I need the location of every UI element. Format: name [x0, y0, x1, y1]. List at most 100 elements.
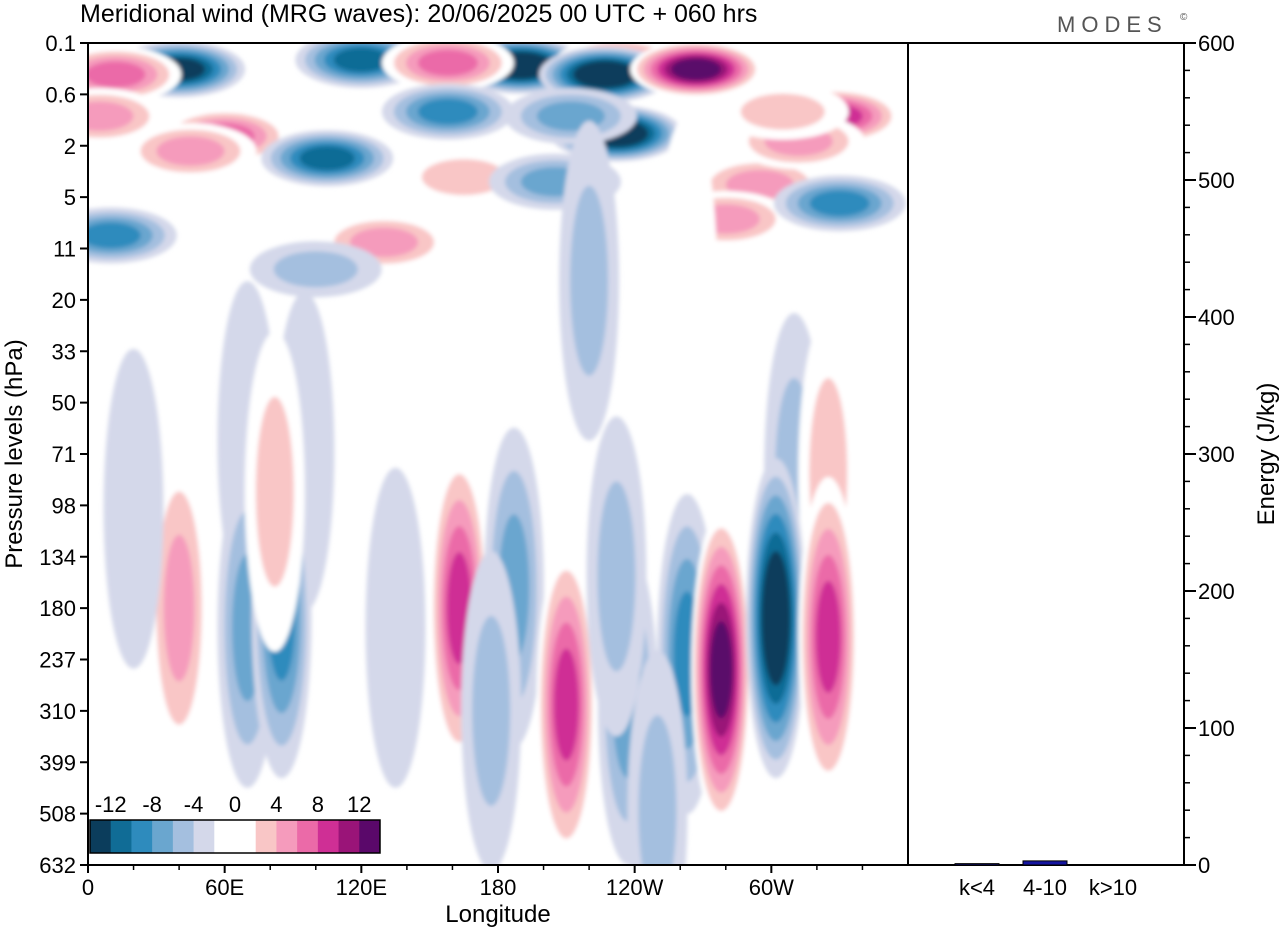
y-axis-label: Pressure levels (hPa)	[1, 339, 28, 568]
anomaly-contour	[163, 534, 195, 682]
heatmap-field	[88, 43, 908, 865]
anomaly-contour	[333, 47, 389, 72]
anomaly-contour	[570, 185, 609, 376]
colorbar-swatch	[297, 820, 319, 853]
anomaly-contour	[638, 715, 677, 865]
longitude-tick-label: 60W	[749, 875, 794, 900]
anomaly-contour	[815, 580, 841, 693]
wavenumber-label: k<4	[959, 875, 995, 900]
longitude-tick-label: 120W	[606, 875, 664, 900]
energy-tick-label: 400	[1198, 305, 1235, 330]
anomaly-contour	[417, 49, 478, 76]
anomaly-contour	[350, 227, 419, 257]
anomaly-contour	[88, 222, 141, 249]
pressure-axis: 0.1 0.6 2 5 11 20 33 50 71 98 134 180 237 310 399 508 63…	[39, 31, 88, 878]
anomaly-contour	[597, 481, 636, 672]
anomaly-contour	[103, 348, 164, 669]
pressure-tick-label: 50	[52, 391, 76, 416]
brand-logo: MODES	[1057, 12, 1168, 37]
energy-tick-label: 200	[1198, 579, 1235, 604]
pressure-tick-label: 2	[64, 134, 76, 159]
colorbar: -12 -8 -4 0 4 8 12	[89, 792, 381, 854]
anomaly-contour	[740, 93, 825, 130]
anomaly-contour	[365, 467, 426, 788]
pressure-tick-label: 180	[39, 596, 76, 621]
anomaly-contour	[809, 190, 870, 217]
wavenumber-label: 4-10	[1023, 875, 1067, 900]
colorbar-swatch	[172, 820, 195, 853]
energy-tick-label: 0	[1198, 853, 1210, 878]
x-axis-label: Longitude	[445, 901, 550, 928]
longitude-tick-label: 0	[82, 875, 94, 900]
energy-bar	[954, 863, 1000, 866]
anomaly-contour	[417, 98, 478, 125]
colorbar-label: -4	[184, 792, 204, 817]
anomaly-contour	[299, 146, 355, 171]
colorbar-label: 4	[270, 792, 282, 817]
anomaly-contour	[725, 169, 794, 200]
pressure-tick-label: 0.1	[45, 31, 76, 56]
colorbar-swatch	[214, 820, 236, 853]
energy-tick-label: 500	[1198, 168, 1235, 193]
colorbar-swatch	[193, 820, 215, 853]
colorbar-frame	[89, 819, 381, 854]
longitude-tick-label: 120E	[336, 875, 387, 900]
anomaly-contour	[88, 61, 146, 88]
chart-title: Meridional wind (MRG waves): 20/06/2025 …	[80, 0, 757, 28]
energy-tick-label: 600	[1198, 31, 1235, 56]
anomaly-contour	[273, 251, 358, 288]
colorbar-swatch	[317, 820, 340, 853]
colorbar-label: -12	[95, 792, 127, 817]
energy-axis-label: Energy (J/kg)	[1253, 383, 1280, 526]
colorbar-swatch	[359, 820, 381, 853]
energy-tick-label: 100	[1198, 716, 1235, 741]
energy-bar	[1022, 860, 1068, 866]
pressure-tick-label: 399	[39, 750, 76, 775]
pressure-tick-label: 98	[52, 493, 76, 518]
energy-tick-label: 300	[1198, 442, 1235, 467]
colorbar-label: 0	[229, 792, 241, 817]
pressure-tick-label: 508	[39, 802, 76, 827]
pressure-tick-label: 310	[39, 699, 76, 724]
colorbar-swatch	[110, 820, 132, 853]
anomaly-contour	[88, 101, 134, 131]
wavenumber-axis: k<4 4-10 k>10	[959, 875, 1137, 900]
colorbar-swatch	[131, 820, 153, 853]
anomaly-contour	[156, 136, 225, 166]
colorbar-swatch	[152, 820, 174, 853]
anomaly-contour	[764, 569, 788, 667]
anomaly-contour	[580, 63, 630, 86]
longitude-axis: 0 60E 120E 180 120W 60W	[82, 865, 864, 900]
longitude-tick-label: 180	[480, 875, 517, 900]
pressure-tick-label: 71	[52, 442, 76, 467]
anomaly-contour	[671, 58, 722, 81]
pressure-tick-label: 33	[52, 339, 76, 364]
energy-panel-frame	[907, 42, 1185, 866]
brand-mark: ©	[1180, 12, 1188, 23]
energy-bar	[1090, 864, 1136, 866]
colorbar-swatch	[255, 820, 277, 853]
pressure-tick-label: 134	[39, 545, 76, 570]
energy-axis: 0 100 200 300 400 500 600	[1184, 31, 1235, 878]
longitude-tick-label: 60E	[205, 875, 244, 900]
pressure-tick-label: 11	[53, 237, 76, 262]
colorbar-swatch	[90, 820, 112, 853]
colorbar-label: 12	[347, 792, 371, 817]
pressure-tick-label: 237	[39, 648, 76, 673]
pressure-tick-label: 632	[39, 853, 76, 878]
anomaly-contour	[255, 396, 294, 587]
anomaly-contour	[421, 159, 506, 196]
pressure-tick-label: 0.6	[45, 82, 76, 107]
anomaly-layer	[88, 43, 906, 865]
colorbar-swatch	[235, 820, 257, 853]
colorbar-label: -8	[142, 792, 162, 817]
anomaly-contour	[638, 215, 699, 536]
colorbar-swatch	[338, 820, 360, 853]
colorbar-label: 8	[312, 792, 324, 817]
anomaly-contour	[472, 615, 511, 806]
pressure-tick-label: 5	[64, 185, 76, 210]
pressure-tick-label: 20	[52, 288, 76, 313]
energy-bars	[954, 860, 1136, 866]
wavenumber-label: k>10	[1089, 875, 1137, 900]
